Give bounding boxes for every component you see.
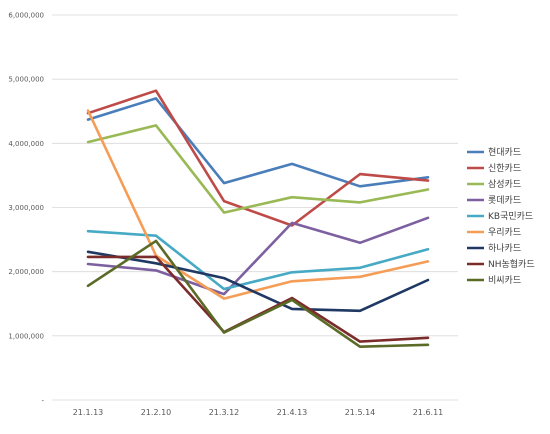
x-tick-label: 21.1.13 [73,408,104,417]
y-axis: - 1,000,000 2,000,000 3,000,000 4,000,000 5,0… [8,12,44,405]
series-line [86,97,430,188]
x-tick-label: 21.4.13 [277,408,308,417]
legend-label: 우리카드 [488,227,521,238]
x-axis: 21.1.13 21.2.10 21.3.12 21.4.13 21.5.14 21.6.… [73,408,444,417]
series-line [86,250,430,313]
series-line [86,89,430,227]
legend-label: KB국민카드 [488,211,533,222]
legend-label: 비씨카드 [488,275,521,286]
gridlines [52,14,458,401]
x-tick-label: 21.3.12 [209,408,240,417]
y-tick-label: 4,000,000 [8,140,44,148]
x-tick-label: 21.5.14 [345,408,376,417]
x-tick-label: 21.2.10 [141,408,172,417]
series-line [86,239,430,349]
y-tick-label: - [41,397,44,405]
series-line [86,109,430,300]
legend-label: 현대카드 [488,147,521,158]
series-lines [86,89,430,349]
series-line [86,216,430,296]
legend-label: 하나카드 [488,243,521,254]
legend-label: NH농협카드 [488,258,535,270]
y-tick-label: 6,000,000 [8,12,44,20]
legend-label: 신한카드 [488,163,521,174]
y-tick-label: 5,000,000 [8,76,44,84]
y-tick-label: 3,000,000 [8,204,44,212]
y-tick-label: 2,000,000 [8,268,44,276]
x-tick-label: 21.6.11 [413,408,444,417]
legend-label: 롯데카드 [488,195,521,206]
legend-label: 삼성카드 [488,179,521,190]
series-line [86,124,430,214]
series-line [86,229,430,291]
y-tick-label: 1,000,000 [8,332,44,340]
